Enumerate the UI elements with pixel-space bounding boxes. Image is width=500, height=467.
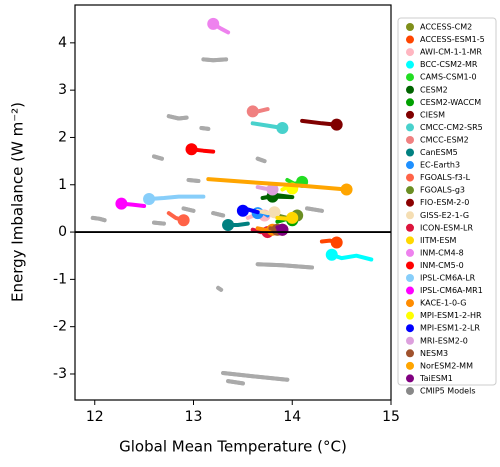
legend-marker (406, 186, 414, 195)
y-tick-label: -3 (53, 366, 67, 382)
legend-marker (406, 311, 414, 320)
end-marker (325, 248, 338, 261)
legend-label: ICON-ESM-LR (420, 223, 473, 232)
legend-label: BCC-CSM2-MR (420, 60, 478, 69)
y-tick-label: 4 (58, 35, 67, 51)
legend-marker (406, 274, 414, 282)
legend-label: MPI-ESM1-2-HR (420, 311, 482, 320)
end-marker (143, 192, 156, 205)
legend-marker (406, 135, 414, 144)
trajectory (206, 177, 349, 192)
legend-label: AWI-CM-1-1-MR (420, 48, 482, 57)
y-tick-label: 3 (58, 82, 67, 98)
end-marker (330, 236, 343, 249)
end-marker (236, 204, 249, 217)
end-marker (286, 211, 299, 224)
end-marker (115, 197, 128, 210)
legend-marker (406, 324, 414, 333)
legend-label: TaiESM1 (419, 374, 453, 383)
legend-label: IITM-ESM (420, 236, 457, 245)
legend-label: FGOALS-g3 (420, 186, 465, 195)
trajectory (90, 57, 324, 386)
legend-label: EC-Earth3 (420, 161, 460, 170)
end-marker (276, 121, 289, 134)
legend-label: FGOALS-f3-L (420, 173, 471, 182)
legend-label: MPI-ESM1-2-LR (420, 324, 480, 333)
legend-label: FIO-ESM-2-0 (420, 198, 469, 207)
x-tick-label: 15 (382, 409, 400, 425)
legend-marker (406, 60, 414, 69)
legend-marker (406, 336, 414, 345)
legend-label: GISS-E2-1-G (420, 211, 469, 220)
legend-label: CAMS-CSM1-0 (420, 73, 477, 82)
end-marker (222, 218, 235, 231)
legend-marker (406, 223, 414, 232)
y-tick-label: 2 (58, 129, 67, 145)
legend-marker (406, 386, 414, 395)
legend-marker (406, 374, 414, 383)
legend-marker (406, 248, 414, 257)
end-marker (185, 143, 198, 156)
legend-label: ACCESS-CM2 (420, 23, 472, 32)
legend-label: MRI-ESM2-0 (420, 336, 468, 345)
legend-marker (406, 73, 414, 82)
legend-marker (406, 286, 414, 295)
x-tick-label: 12 (86, 409, 104, 425)
legend-label: CMIP5 Models (420, 386, 476, 395)
y-tick-label: -1 (53, 271, 67, 287)
legend-box (397, 17, 497, 386)
end-marker (246, 105, 259, 118)
legend-label: INM-CM4-8 (420, 248, 464, 257)
legend-marker (406, 299, 414, 308)
x-axis-label: Global Mean Temperature (°C) (119, 438, 347, 456)
legend-marker (406, 173, 414, 182)
end-marker (330, 118, 343, 131)
legend-label: IPSL-CM6A-LR (420, 274, 476, 283)
legend-label: CMCC-CM2-SR5 (420, 123, 483, 132)
legend-marker (406, 48, 414, 57)
legend-marker (406, 23, 414, 31)
end-marker (276, 223, 289, 236)
y-tick-label: 0 (58, 224, 67, 240)
legend-marker (406, 35, 414, 44)
end-marker (207, 17, 220, 30)
end-marker (340, 183, 353, 196)
legend-marker (406, 98, 414, 107)
x-tick-label: 13 (185, 409, 203, 425)
legend-marker (406, 161, 414, 170)
x-tick-label: 14 (283, 409, 301, 425)
legend-marker (406, 110, 414, 119)
legend-marker (406, 349, 414, 358)
legend-label: CanESM5 (420, 148, 458, 157)
legend-marker (406, 123, 414, 132)
legend-marker (406, 211, 414, 220)
end-marker (268, 206, 281, 219)
legend-marker (406, 198, 414, 207)
y-tick-label: 1 (58, 177, 67, 193)
y-tick-label: -2 (53, 319, 67, 335)
trajectory (329, 252, 374, 262)
legend-marker (406, 85, 414, 94)
legend-label: INM-CM5-0 (420, 261, 464, 270)
legend-label: CIESM (420, 110, 445, 119)
y-axis-label: Energy Imbalance (W m⁻²) (9, 102, 27, 302)
legend-label: CESM2 (420, 85, 448, 94)
legend-label: CESM2-WACCM (420, 98, 481, 107)
legend-marker (406, 236, 414, 245)
legend-label: NorESM2-MM (420, 361, 473, 370)
end-marker (266, 183, 279, 196)
plot-frame (74, 4, 392, 401)
legend-marker (406, 361, 414, 370)
legend-label: ACCESS-ESM1-5 (420, 35, 485, 44)
trajectory (147, 194, 206, 201)
legend-label: IPSL-CM6A-MR1 (420, 286, 483, 295)
legend-marker (406, 148, 414, 157)
end-marker (177, 214, 190, 227)
legend-label: CMCC-ESM2 (420, 135, 469, 144)
legend-label: KACE-1-0-G (420, 299, 466, 308)
legend-label: NESM3 (420, 349, 448, 358)
legend-marker (406, 261, 414, 270)
